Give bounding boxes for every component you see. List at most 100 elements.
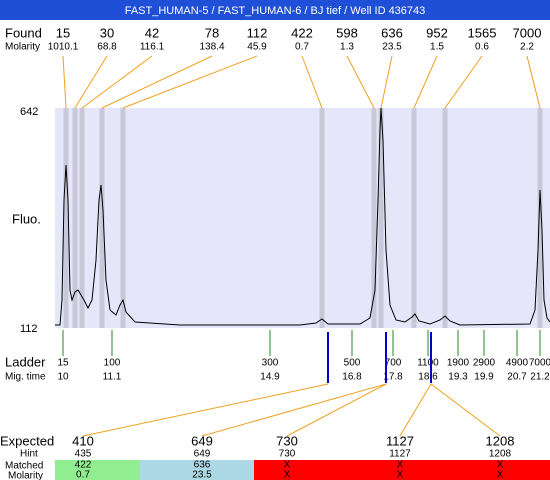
peak-band bbox=[378, 108, 384, 328]
ladder-label: Ladder bbox=[5, 354, 46, 369]
peak-band bbox=[99, 108, 105, 328]
matched-molarity: 23.5 bbox=[192, 470, 212, 480]
peak-size: 78 bbox=[205, 25, 219, 40]
ladder-mig: 19.3 bbox=[448, 372, 468, 383]
hint-size: 1208 bbox=[489, 449, 512, 460]
matched-molarity: X bbox=[497, 470, 504, 480]
peak-molarity: 0.6 bbox=[475, 42, 489, 53]
ladder-size: 700 bbox=[385, 358, 402, 369]
peak-molarity: 0.7 bbox=[295, 42, 309, 53]
ladder-mig: 20.7 bbox=[507, 372, 527, 383]
peak-size: 42 bbox=[145, 25, 159, 40]
title-bar bbox=[0, 0, 550, 20]
peak-molarity: 1010.1 bbox=[48, 42, 79, 53]
molarity-label: Molarity bbox=[5, 42, 40, 53]
peak-molarity: 45.9 bbox=[247, 42, 267, 53]
matched-fail bbox=[254, 460, 550, 480]
hint-size: 1127 bbox=[389, 449, 411, 460]
peak-connector bbox=[301, 55, 323, 109]
found-label: Found bbox=[5, 25, 42, 40]
peak-molarity: 138.4 bbox=[199, 42, 224, 53]
mig-label: Mig. time bbox=[5, 372, 46, 383]
hint-size: 649 bbox=[194, 449, 211, 460]
peak-connector bbox=[122, 55, 258, 109]
matched-label: Matched bbox=[5, 461, 43, 472]
hint-size: 730 bbox=[279, 449, 296, 460]
matched-size: 636 bbox=[194, 460, 211, 471]
expected-connector bbox=[82, 383, 329, 437]
y-label: Fluo. bbox=[12, 211, 41, 226]
peak-connector bbox=[346, 55, 375, 109]
peak-size: 598 bbox=[336, 25, 358, 40]
peak-molarity: 68.8 bbox=[97, 42, 117, 53]
peak-connector bbox=[444, 55, 483, 109]
matched-ok bbox=[140, 460, 254, 480]
ladder-mig: 18.6 bbox=[418, 372, 438, 383]
ladder-mig: 11.1 bbox=[103, 372, 122, 383]
ladder-size: 2900 bbox=[473, 358, 496, 369]
matched-molarity: X bbox=[284, 470, 291, 480]
peak-band bbox=[411, 108, 417, 328]
peak-molarity: 1.3 bbox=[340, 42, 354, 53]
ladder-size: 7000 bbox=[529, 358, 550, 369]
expected-size: 730 bbox=[276, 433, 298, 448]
ladder-mig: 17.8 bbox=[383, 372, 403, 383]
y-min: 112 bbox=[20, 323, 38, 335]
ladder-mig: 14.9 bbox=[260, 372, 280, 383]
peak-size: 1565 bbox=[468, 25, 497, 40]
peak-size: 422 bbox=[291, 25, 313, 40]
peak-size: 7000 bbox=[513, 25, 542, 40]
matched-size: 422 bbox=[75, 460, 92, 471]
expected-size: 410 bbox=[72, 433, 94, 448]
matched-molarity: 0.7 bbox=[76, 470, 90, 480]
expected-connector bbox=[201, 383, 387, 437]
ladder-mig: 19.9 bbox=[474, 372, 494, 383]
peak-band bbox=[79, 108, 85, 328]
expected-size: 649 bbox=[191, 433, 213, 448]
plot-area bbox=[55, 108, 550, 328]
peak-connector bbox=[101, 55, 213, 109]
matched-size: X bbox=[497, 460, 504, 471]
peak-size: 30 bbox=[100, 25, 114, 40]
peak-connector bbox=[81, 55, 153, 109]
peak-molarity: 23.5 bbox=[382, 42, 402, 53]
ladder-mig: 21.2 bbox=[530, 372, 550, 383]
matched-molarity: X bbox=[397, 470, 404, 480]
ladder-size: 500 bbox=[344, 358, 361, 369]
matched-ok bbox=[55, 460, 140, 480]
ladder-size: 15 bbox=[57, 358, 69, 369]
peak-molarity: 116.1 bbox=[140, 42, 165, 53]
ladder-size: 4900 bbox=[506, 358, 529, 369]
peak-band bbox=[319, 108, 325, 328]
matched-size: X bbox=[284, 460, 291, 471]
peak-band bbox=[120, 108, 126, 328]
y-max: 642 bbox=[20, 106, 38, 118]
expected-connector bbox=[399, 383, 432, 437]
ladder-size: 100 bbox=[104, 358, 121, 369]
peak-band bbox=[371, 108, 377, 328]
peak-band bbox=[72, 108, 78, 328]
ladder-size: 300 bbox=[262, 358, 279, 369]
ladder-mig: 16.8 bbox=[342, 372, 362, 383]
exp-molarity-label: Molarity bbox=[8, 471, 43, 480]
peak-band bbox=[442, 108, 448, 328]
peak-connector bbox=[380, 55, 393, 109]
expected-connector bbox=[430, 383, 501, 437]
expected-size: 1208 bbox=[486, 433, 515, 448]
expected-size: 1127 bbox=[386, 433, 414, 448]
matched-size: X bbox=[397, 460, 404, 471]
peak-molarity: 1.5 bbox=[430, 42, 444, 53]
expected-label: Expected bbox=[0, 433, 54, 448]
title: FAST_HUMAN-5 / FAST_HUMAN-6 / BJ tief / … bbox=[125, 5, 426, 17]
peak-band bbox=[63, 108, 69, 328]
peak-size: 112 bbox=[247, 25, 268, 40]
hint-label: Hint bbox=[20, 449, 38, 460]
ladder-size: 1900 bbox=[447, 358, 470, 369]
peak-connector bbox=[526, 55, 541, 109]
ladder-mig: 10 bbox=[57, 372, 69, 383]
peak-connector bbox=[413, 55, 438, 109]
trace bbox=[55, 107, 550, 326]
peak-size: 15 bbox=[56, 25, 70, 40]
ladder-size: 1100 bbox=[417, 358, 439, 369]
